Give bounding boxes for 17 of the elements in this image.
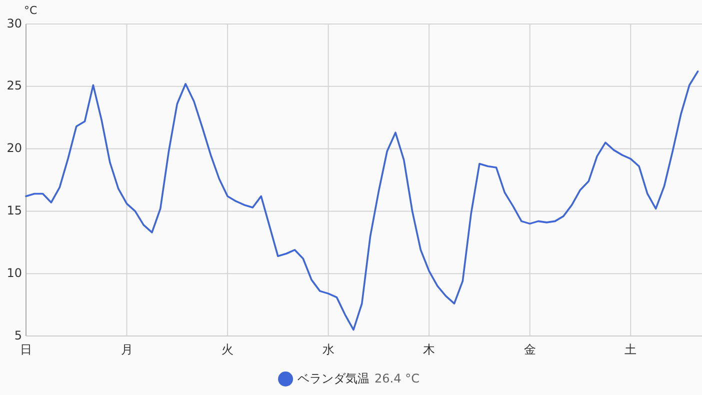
x-tick-label: 月: [120, 342, 133, 356]
y-tick-label: 25: [6, 78, 22, 93]
x-tick-label: 木: [423, 342, 436, 356]
legend-label: ベランダ気温: [298, 371, 370, 386]
y-tick-label: 30: [6, 16, 22, 30]
x-tick-label: 火: [222, 342, 234, 356]
y-tick-label: 5: [14, 328, 22, 342]
y-tick-label: 20: [6, 141, 22, 156]
x-tick-label: 水: [322, 342, 334, 356]
y-tick-label: 15: [6, 203, 22, 218]
text: 26.4 °C: [374, 371, 420, 386]
x-tick-label: 金: [524, 342, 536, 356]
x-tick-label: 日: [20, 342, 32, 356]
y-axis-title: °C: [24, 4, 38, 17]
line-series: [25, 70, 699, 331]
y-tick-label: 10: [6, 266, 22, 280]
x-tick-label: 土: [624, 342, 637, 356]
